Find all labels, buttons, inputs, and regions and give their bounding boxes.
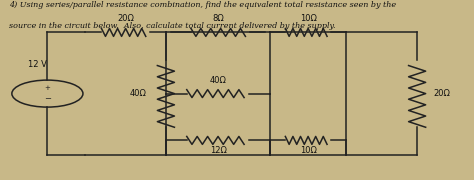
Text: 4) Using series/parallel resistance combination, find the equivalent total resis: 4) Using series/parallel resistance comb…: [9, 1, 397, 9]
Text: +: +: [45, 86, 50, 91]
Text: 10Ω: 10Ω: [300, 14, 317, 23]
Text: 10Ω: 10Ω: [300, 146, 317, 155]
Text: 20Ω: 20Ω: [434, 89, 451, 98]
Text: 40Ω: 40Ω: [210, 76, 227, 85]
Text: 8Ω: 8Ω: [212, 14, 224, 23]
Text: 12Ω: 12Ω: [210, 146, 227, 155]
Text: 40Ω: 40Ω: [130, 89, 147, 98]
Text: source in the circuit below.  Also, calculate total current delivered by the sup: source in the circuit below. Also, calcu…: [9, 22, 336, 30]
Text: 12 V: 12 V: [28, 60, 47, 69]
Text: −: −: [44, 94, 51, 103]
Text: 20Ω: 20Ω: [117, 14, 134, 23]
